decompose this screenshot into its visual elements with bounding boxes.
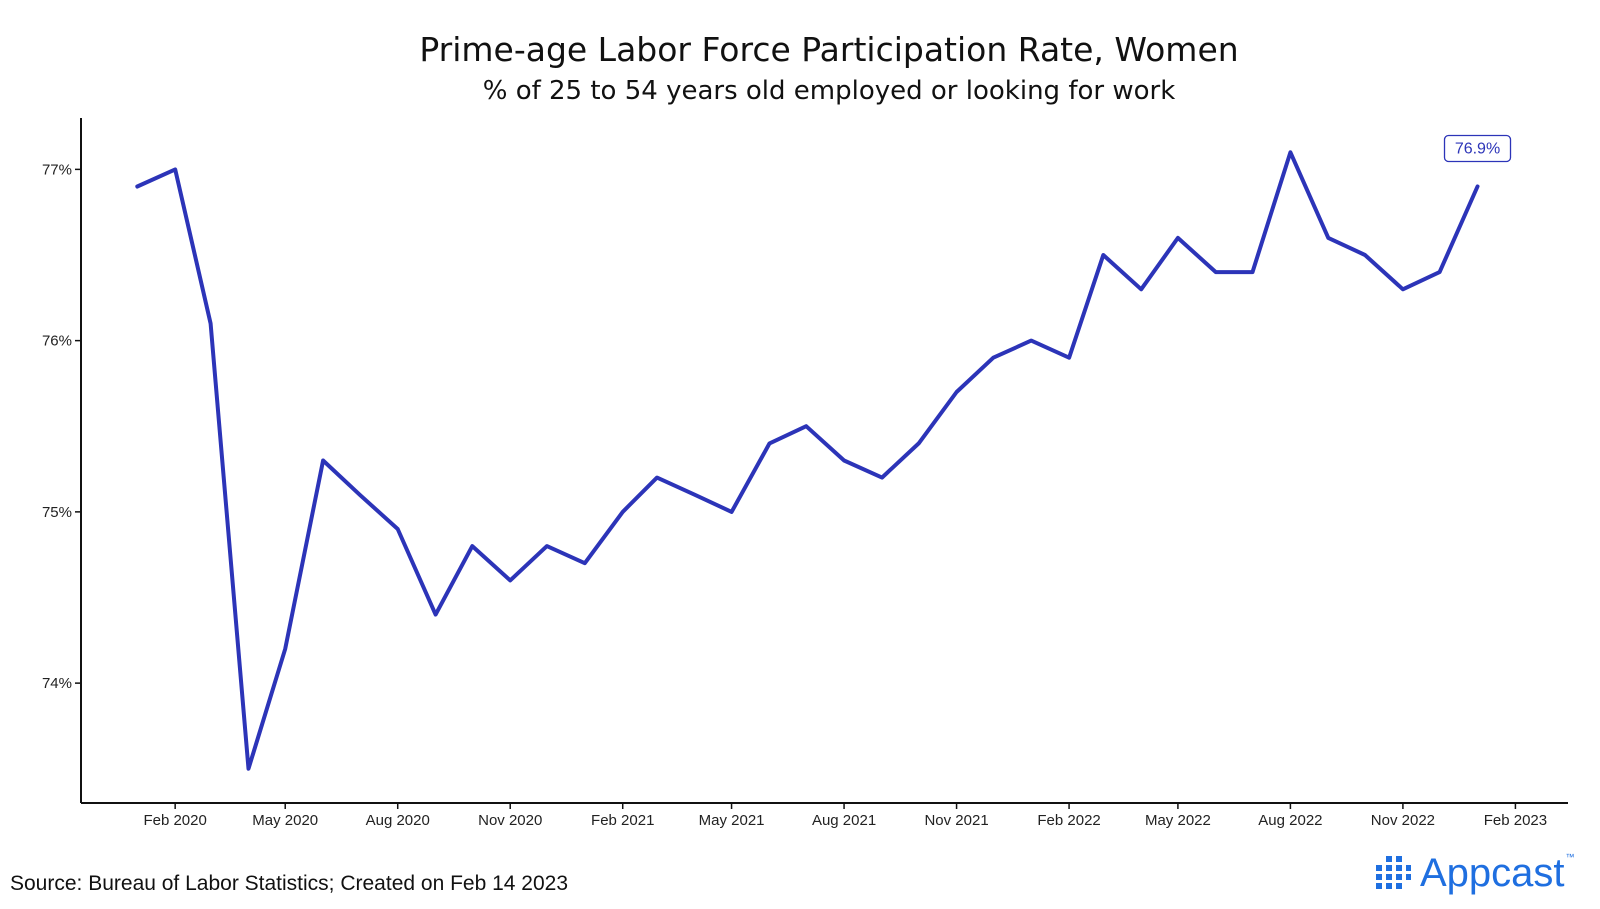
x-tick-label: Feb 2023 bbox=[1484, 812, 1547, 829]
chart-subtitle: % of 25 to 54 years old employed or look… bbox=[483, 76, 1176, 106]
x-tick-label: May 2022 bbox=[1145, 812, 1211, 829]
y-tick-label: 75% bbox=[42, 504, 72, 521]
logo-grid-icon bbox=[1376, 856, 1411, 889]
x-tick-label: Nov 2020 bbox=[478, 812, 542, 829]
source-note: Source: Bureau of Labor Statistics; Crea… bbox=[10, 872, 569, 895]
x-tick-label: Nov 2021 bbox=[924, 812, 988, 829]
chart-title: Prime-age Labor Force Participation Rate… bbox=[419, 30, 1238, 69]
y-tick-label: 74% bbox=[42, 675, 72, 692]
x-tick-label: May 2020 bbox=[252, 812, 318, 829]
x-axis: Feb 2020 May 2020 Aug 2020 Nov 2020 Feb 2021… bbox=[143, 803, 1547, 829]
axes bbox=[80, 118, 1568, 804]
x-tick-label: Aug 2020 bbox=[366, 812, 430, 829]
y-tick-label: 76% bbox=[42, 333, 72, 350]
annotation-label: 76.9% bbox=[1455, 141, 1500, 158]
annotation-layer: 76.9% bbox=[1443, 134, 1512, 163]
logo-text: Appcast bbox=[1420, 851, 1565, 895]
x-tick-label: Aug 2021 bbox=[812, 812, 876, 829]
x-tick-label: Aug 2022 bbox=[1258, 812, 1322, 829]
annotation-box bbox=[1443, 134, 1512, 163]
y-tick-label: 77% bbox=[42, 161, 72, 178]
x-tick-label: Feb 2021 bbox=[591, 812, 654, 829]
logo-trademark: ™ bbox=[1565, 852, 1575, 862]
series-layer bbox=[135, 150, 1480, 771]
y-axis: 74% 75% 76% 77% bbox=[42, 161, 81, 692]
x-tick-label: May 2021 bbox=[699, 812, 765, 829]
appcast-logo: Appcast ™ bbox=[1374, 852, 1575, 894]
x-tick-label: Feb 2020 bbox=[143, 812, 206, 829]
series-line bbox=[135, 150, 1480, 771]
x-tick-label: Nov 2022 bbox=[1371, 812, 1435, 829]
x-tick-label: Feb 2022 bbox=[1037, 812, 1100, 829]
